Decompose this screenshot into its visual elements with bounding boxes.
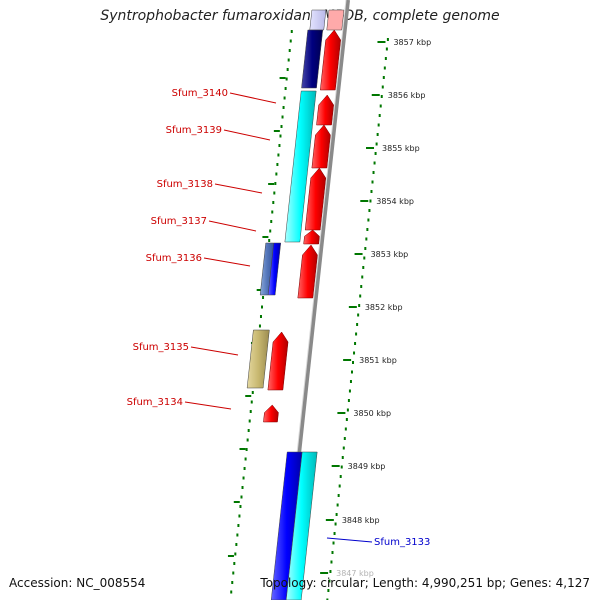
ruler-tick-label: 3857 kbp bbox=[393, 38, 431, 47]
gene-arrow-red bbox=[267, 331, 289, 391]
ruler: 3857 kbp 3856 kbp 3855 kbp 3854 kbp 3853 kbp… bbox=[227, 30, 431, 600]
gene-block-cyan bbox=[284, 90, 317, 243]
topology-text: Topology: circular; Length: 4,990,251 bp… bbox=[260, 576, 590, 590]
gene-labels: Sfum_3140 Sfum_3139 Sfum_3138 Sfum_3137 Sfum… bbox=[127, 88, 431, 548]
gene-label-leader bbox=[214, 183, 263, 194]
gene-label-leader bbox=[203, 257, 251, 267]
gene-label: Sfum_3135 bbox=[133, 342, 189, 353]
gene-arrow-red bbox=[316, 94, 334, 126]
gene-label: Sfum_3137 bbox=[151, 216, 207, 227]
gene-block-blue-large bbox=[270, 451, 303, 600]
gene-label: Sfum_3140 bbox=[172, 88, 228, 99]
gene-label-leader bbox=[229, 92, 277, 104]
gene-block-olive bbox=[246, 329, 270, 389]
ruler-tick-label: 3850 kbp bbox=[353, 409, 391, 418]
gene-block-navy bbox=[301, 29, 324, 89]
gene-label: Sfum_3136 bbox=[146, 253, 202, 264]
gene-label: Sfum_3133 bbox=[374, 537, 430, 548]
ruler-tick-label: 3847 kbp bbox=[336, 569, 374, 578]
ruler-tick-label: 3851 kbp bbox=[359, 356, 397, 365]
ruler-tick-label: 3852 kbp bbox=[365, 303, 403, 312]
gene-arrow-red bbox=[311, 124, 331, 169]
accession-text: Accession: NC_008554 bbox=[9, 576, 146, 590]
gene-label-leader bbox=[208, 220, 257, 232]
gene-arrow-red bbox=[320, 29, 341, 91]
gene-arrow-red bbox=[303, 229, 320, 245]
gene-label-leader bbox=[326, 537, 373, 543]
gene-label: Sfum_3139 bbox=[166, 125, 222, 136]
ruler-tick-label: 3853 kbp bbox=[371, 250, 409, 259]
gene-block-lavender bbox=[309, 9, 327, 31]
ruler-tick-label: 3855 kbp bbox=[382, 144, 420, 153]
gene-arrow-faded bbox=[326, 9, 345, 31]
gene-features bbox=[246, 9, 345, 600]
genome-title: Syntrophobacter fumaroxidans MPOB, compl… bbox=[100, 8, 500, 24]
ruler-tick-label: 3856 kbp bbox=[388, 91, 426, 100]
ruler-tick-label: 3849 kbp bbox=[348, 462, 386, 471]
ruler-tick-label: 3854 kbp bbox=[376, 197, 414, 206]
gene-label-leader bbox=[223, 129, 271, 141]
gene-arrow-red bbox=[297, 244, 318, 299]
gene-block-blue bbox=[267, 242, 282, 296]
ruler-tick-label: 3848 kbp bbox=[342, 516, 380, 525]
gene-label-leader bbox=[184, 401, 232, 410]
gene-block-cyan-large bbox=[285, 451, 318, 600]
gene-arrow-red bbox=[263, 404, 279, 423]
gene-label: Sfum_3134 bbox=[127, 397, 183, 408]
gene-label-leader bbox=[190, 346, 239, 356]
gene-label: Sfum_3138 bbox=[157, 179, 213, 190]
